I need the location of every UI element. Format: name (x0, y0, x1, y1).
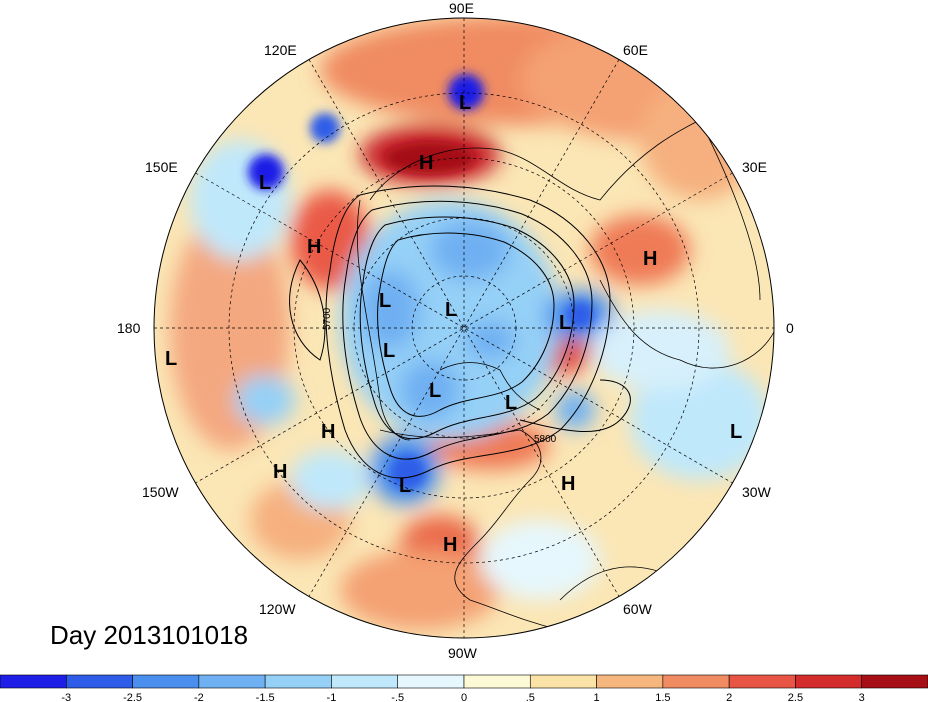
colorbar-swatch (132, 674, 200, 689)
map-boundary (153, 17, 775, 639)
colorbar-swatch (596, 674, 664, 689)
lon-label-90w: 90W (448, 645, 478, 661)
low-pressure-marker: L (379, 290, 391, 312)
lon-label-0: 0 (786, 320, 794, 336)
high-pressure-marker: H (307, 236, 321, 258)
high-pressure-marker: H (561, 473, 575, 495)
date-title: Day 2013101018 (50, 620, 249, 650)
lon-label-30e: 30E (742, 159, 767, 175)
low-pressure-marker: L (459, 92, 471, 114)
colorbar-swatch (0, 674, 67, 689)
low-pressure-marker: L (445, 299, 457, 321)
colorbar-swatch (264, 674, 332, 689)
lon-label-150w: 150W (142, 484, 179, 500)
polar-stereographic-map: 5700 5800 90E 60E 30E 0 30W 60W 90W 120W… (117, 0, 794, 661)
pressure-centers: L H L H H L L L L L L L H H L H L H (165, 92, 742, 556)
low-pressure-marker: L (165, 348, 177, 370)
colorbar-tick-label: -1.5 (256, 692, 275, 702)
high-pressure-marker: H (443, 534, 457, 556)
colorbar-swatch (662, 674, 730, 689)
colorbar-swatch (65, 674, 133, 689)
colorbar-swatch (795, 674, 863, 689)
colorbar-tick-label: 2.5 (788, 692, 803, 702)
lon-label-120e: 120E (264, 42, 297, 58)
colorbar-swatch (198, 674, 266, 689)
high-pressure-marker: H (419, 152, 433, 174)
low-pressure-marker: L (259, 172, 271, 194)
lon-label-30w: 30W (742, 484, 772, 500)
low-pressure-marker: L (399, 475, 411, 497)
colorbar-tick-label: -1 (327, 692, 337, 702)
anomaly-colorbar: -3 -2.5 -2 -1.5 -1 -.5 0 .5 1 1.5 2 2.5 3 (0, 674, 928, 702)
geopotential-contours (289, 185, 631, 479)
high-pressure-marker: H (273, 461, 287, 483)
colorbar-tick-label: 1.5 (655, 692, 670, 702)
low-pressure-marker: L (429, 380, 441, 402)
high-pressure-marker: H (321, 421, 335, 443)
longitude-labels: 90E 60E 30E 0 30W 60W 90W 120W 150W 180 … (117, 0, 794, 661)
colorbar-tick-label: -.5 (391, 692, 404, 702)
colorbar-tick-label: 1 (594, 692, 600, 702)
colorbar-swatch (331, 674, 399, 689)
lon-label-150e: 150E (145, 159, 178, 175)
colorbar-tick-label: 3 (859, 692, 865, 702)
colorbar-tick-label: .5 (526, 692, 535, 702)
colorbar-swatch (861, 674, 928, 689)
colorbar-tick-label: -2 (194, 692, 204, 702)
colorbar-tick-label: -2.5 (123, 692, 142, 702)
graticule (154, 18, 774, 638)
colorbar-swatch (728, 674, 796, 689)
low-pressure-marker: L (730, 421, 742, 443)
lon-label-60e: 60E (623, 42, 648, 58)
colorbar-swatch (529, 674, 597, 689)
colorbar-tick-label: 2 (726, 692, 732, 702)
colorbar-swatch (463, 674, 531, 689)
lon-label-180: 180 (117, 320, 141, 336)
low-pressure-marker: L (383, 340, 395, 362)
colorbar-tick-label: -3 (61, 692, 71, 702)
contour-label: 5800 (534, 434, 557, 445)
lon-label-60w: 60W (623, 601, 653, 617)
low-pressure-marker: L (559, 312, 571, 334)
contour-label: 5700 (322, 307, 333, 330)
high-pressure-marker: H (643, 248, 657, 270)
colorbar-tick-label: 0 (461, 692, 467, 702)
lon-label-120w: 120W (259, 601, 296, 617)
lon-label-90e: 90E (449, 0, 474, 16)
low-pressure-marker: L (505, 392, 517, 414)
contour-label-group: 5700 5800 (322, 307, 557, 445)
colorbar-swatch (397, 674, 465, 689)
